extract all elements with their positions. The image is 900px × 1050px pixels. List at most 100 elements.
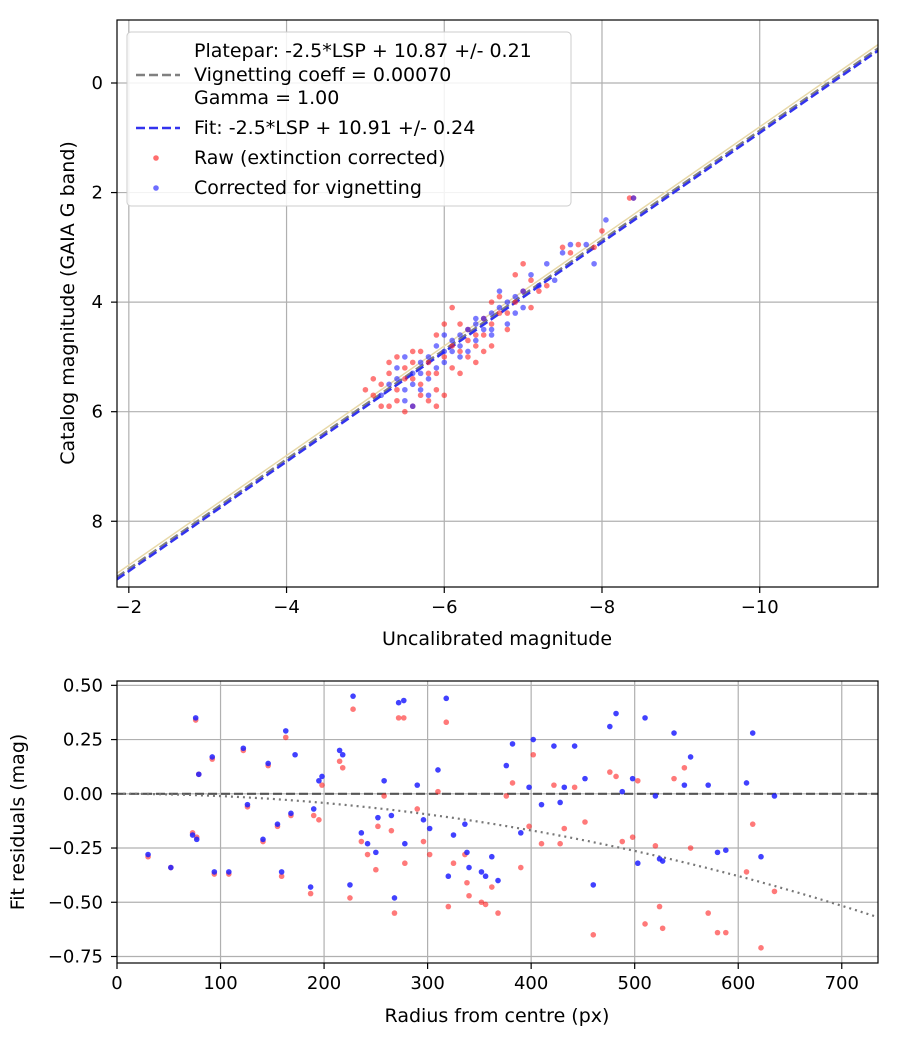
residual-corrected-point [445,873,452,880]
residual-corrected-point [681,782,688,788]
residual-corrected-point [193,836,200,843]
residual-corrected-point [482,873,489,880]
residual-corrected-point [168,864,174,871]
corrected-point [449,348,455,355]
raw-point [441,354,448,360]
residual-corrected-point [381,777,387,784]
residual-raw-point [391,910,398,916]
bottom-y-tick-label: −0.75 [48,946,103,967]
residual-raw-point [613,773,619,780]
raw-point [386,403,392,410]
residual-corrected-point [226,869,232,875]
residual-raw-point [758,945,764,951]
raw-point [378,403,384,410]
residual-corrected-point [723,847,729,853]
bottom-y-tick-label: −0.25 [48,838,103,859]
corrected-point [465,348,471,355]
bottom-x-tick-label: 700 [825,973,859,994]
residual-raw-point [316,817,322,823]
residual-corrected-point [211,869,218,875]
residual-corrected-point [145,851,151,858]
residual-corrected-point [347,882,353,888]
raw-point [370,376,377,382]
residual-raw-point [530,751,537,758]
bottom-x-tick-label: 0 [111,973,122,994]
residual-raw-point [659,925,666,932]
raw-point [378,381,384,388]
residual-corrected-point [758,853,764,860]
raw-point [433,370,440,377]
residual-corrected-point [319,773,325,780]
residual-corrected-point [358,830,365,836]
residual-corrected-point [557,799,563,806]
corrected-point [520,304,526,311]
residual-raw-point [381,793,387,799]
raw-point [591,244,597,251]
raw-point [465,337,471,344]
bottom-chart: 0 100 200 300 400 500 600 700 0.50 0.25 0.00 −0.25… [7,675,879,1027]
residual-corrected-point [209,754,216,760]
raw-point [528,277,534,284]
residual-raw-point [681,764,688,771]
raw-point [496,293,503,300]
residual-corrected-point [400,697,407,704]
corrected-point [473,321,479,327]
residual-raw-point [358,838,365,845]
raw-point [409,376,416,382]
corrected-point [567,241,574,248]
raw-point [425,370,432,377]
residual-raw-point [278,873,285,880]
raw-point [417,392,424,399]
legend-gamma-label: Gamma = 1.00 [194,87,339,109]
residual-raw-point [526,823,532,830]
residual-raw-point [607,769,613,775]
raw-point [433,403,440,410]
corrected-point [496,304,503,311]
residual-raw-point [395,715,402,721]
raw-point [488,299,495,305]
residual-raw-point [375,823,381,830]
residual-raw-point [388,827,395,834]
raw-point [409,359,416,366]
corrected-point [543,260,550,267]
corrected-point [457,354,463,360]
residual-corrected-point [450,832,457,838]
residual-corrected-point [671,730,677,736]
raw-point [409,348,416,355]
raw-point [488,321,495,327]
corrected-point [417,370,424,377]
residual-corrected-point [443,695,450,702]
corrected-point [409,370,416,377]
raw-point [441,392,448,399]
bottom-y-tick-label: 0.25 [63,730,103,751]
residual-corrected-point [642,715,648,721]
residual-raw-point [743,869,750,875]
top-x-tick-label: −4 [273,597,300,618]
residual-corrected-point [652,793,659,799]
residual-corrected-point [613,710,619,717]
residual-corrected-point [634,860,641,867]
residual-corrected-point [517,830,524,836]
residual-corrected-point [274,821,281,827]
top-chart: −2 −4 −6 −8 −10 0 2 4 6 8 Uncalibrated magnitude… [57,19,879,650]
residual-corrected-point [561,784,568,791]
residual-raw-point [714,929,721,936]
corrected-point [386,381,392,388]
residual-raw-point [590,932,597,938]
raw-point [543,282,550,289]
raw-point [473,343,479,349]
bottom-scatter-points [145,693,778,951]
raw-point [417,381,424,388]
corrected-point [583,241,590,248]
residual-raw-point [435,788,441,795]
raw-point [370,392,377,399]
residual-corrected-point [503,762,510,769]
residual-raw-point [749,821,756,827]
corrected-point [480,326,487,333]
corrected-point [402,386,408,393]
residual-raw-point [642,921,648,927]
top-y-ticks: 0 2 4 6 8 [92,73,117,532]
corrected-point [536,282,542,289]
corrected-point [457,332,463,338]
raw-point [402,365,408,371]
